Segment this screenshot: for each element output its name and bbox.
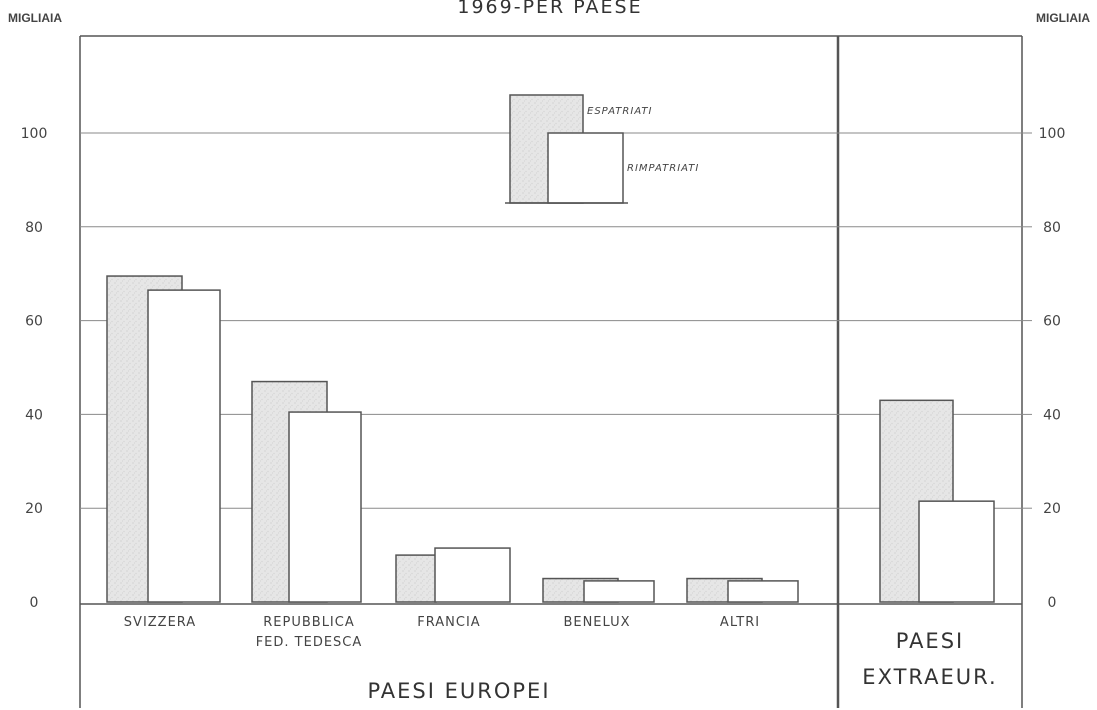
legend-label-espatriati: ESPATRIATI bbox=[587, 106, 653, 117]
category-label: FED. TEDESCA bbox=[256, 635, 363, 650]
chart-title: 1969-PER PAESE bbox=[457, 0, 642, 18]
y-tick-label-left: 40 bbox=[25, 407, 43, 423]
y-axis-right-ticks: 0 20 40 60 80 100 bbox=[1039, 126, 1066, 611]
bar-rimpatriati bbox=[727, 580, 799, 603]
legend-label-rimpatriati: RIMPATRIATI bbox=[627, 163, 699, 174]
y-tick-label-left: 0 bbox=[30, 595, 39, 611]
y-tick-label-right: 80 bbox=[1043, 220, 1061, 236]
plot-frame bbox=[79, 35, 1023, 708]
y-tick-label-right: 100 bbox=[1039, 126, 1066, 142]
bar-rimpatriati bbox=[918, 500, 995, 603]
bar-rimpatriati bbox=[583, 580, 655, 603]
y-tick-label-left: 80 bbox=[25, 220, 43, 236]
group-label-europe: PAESI EUROPEI bbox=[367, 679, 550, 703]
category-labels: SVIZZERA REPUBBLICA FED. TEDESCA FRANCIA BEN… bbox=[124, 615, 760, 650]
category-label: SVIZZERA bbox=[124, 615, 196, 630]
category-label: BENELUX bbox=[563, 615, 630, 630]
y-axis-left-label: MIGLIAIA bbox=[8, 11, 62, 25]
category-label: REPUBBLICA bbox=[263, 615, 355, 630]
y-tick-label-left: 20 bbox=[25, 501, 43, 517]
legend-swatch-rimpatriati bbox=[547, 132, 624, 204]
y-axis-right-label: MIGLIAIA bbox=[1036, 11, 1090, 25]
category-label: ALTRI bbox=[720, 615, 760, 630]
y-tick-label-left: 60 bbox=[25, 314, 43, 330]
bar-rimpatriati bbox=[288, 411, 362, 603]
bar-rimpatriati bbox=[147, 289, 221, 603]
y-tick-label-right: 0 bbox=[1048, 595, 1057, 611]
y-tick-label-right: 20 bbox=[1043, 501, 1061, 517]
bars bbox=[106, 275, 995, 603]
group-label-extra-line2: EXTRAEUR. bbox=[862, 665, 997, 689]
category-label: FRANCIA bbox=[417, 615, 480, 630]
group-label-extra-line1: PAESI bbox=[896, 629, 964, 653]
y-tick-label-right: 40 bbox=[1043, 407, 1061, 423]
y-tick-label-left: 100 bbox=[21, 126, 48, 142]
bar-espatriati bbox=[395, 554, 437, 603]
y-tick-label-right: 60 bbox=[1043, 314, 1061, 330]
legend: ESPATRIATI RIMPATRIATI bbox=[505, 94, 699, 204]
bar-rimpatriati bbox=[434, 547, 511, 603]
y-axis-left-ticks: 0 20 40 60 80 100 bbox=[21, 126, 48, 611]
